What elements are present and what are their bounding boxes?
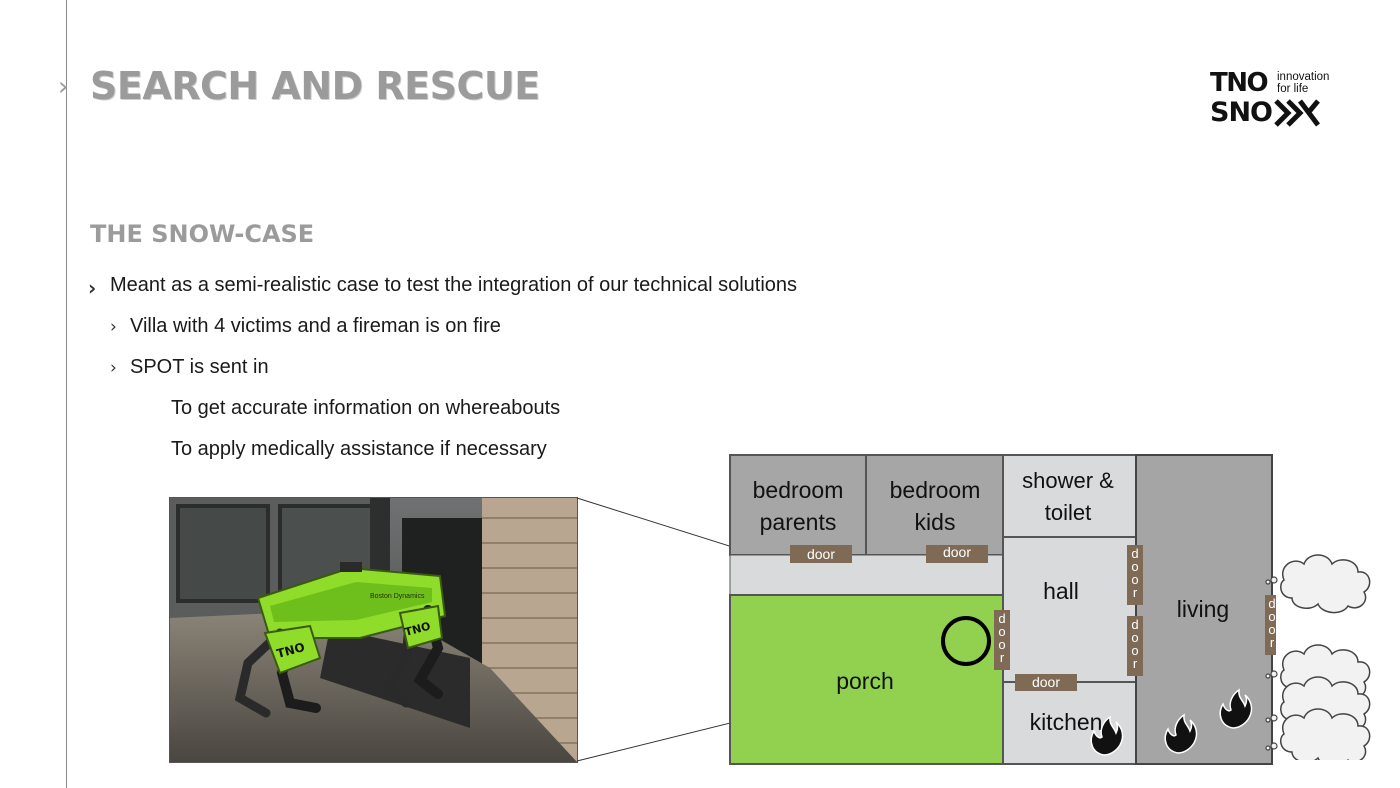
room-hall — [1002, 536, 1137, 683]
label-porch: porch — [836, 668, 894, 694]
logo-tagline: innovation for life — [1277, 71, 1347, 95]
bullet-level3-a: To get accurate information on whereabou… — [171, 397, 561, 419]
door-hall-living-bottom: d o o r — [1127, 616, 1143, 676]
robot-side-label: Boston Dynamics — [370, 593, 425, 600]
door-letter: d — [1268, 596, 1275, 611]
door-bedroom-parents — [790, 545, 852, 563]
label-kitchen: kitchen — [1030, 709, 1103, 735]
door-letter: o — [1131, 630, 1138, 645]
label-shower-1: shower & — [1022, 468, 1114, 493]
bullet-level1: Meant as a semi-realistic case to test t… — [110, 274, 798, 296]
label-bedroom-kids-2: kids — [915, 509, 956, 535]
room-bedroom-parents — [729, 454, 867, 556]
door-letter: o — [1268, 609, 1275, 624]
door-porch-hall: d o o r — [994, 610, 1010, 670]
door-letter: o — [1131, 572, 1138, 587]
door-letter: d — [1131, 546, 1138, 561]
label-bedroom-kids-1: bedroom — [890, 477, 981, 503]
logo-tagline-line1: innovation — [1277, 71, 1330, 83]
smoke-cloud-icon — [1279, 554, 1371, 614]
door-bedroom-kids — [926, 545, 988, 563]
door-label: door — [1032, 674, 1060, 690]
bullet-chevron-icon: › — [110, 317, 117, 337]
room-bedroom-kids — [865, 454, 1004, 556]
logo-tno-wordmark: TNO — [1210, 68, 1269, 98]
label-bedroom-parents-2: parents — [760, 509, 837, 535]
door-living-exterior: d o o r — [1265, 595, 1276, 655]
title-chevron-icon: › — [58, 72, 69, 102]
bullet-level2-a: Villa with 4 victims and a fireman is on… — [130, 315, 501, 337]
label-living: living — [1177, 596, 1229, 622]
door-letter: o — [1131, 559, 1138, 574]
bullet-level3-b: To apply medically assistance if necessa… — [171, 438, 547, 460]
door-letter: r — [1270, 635, 1275, 650]
bullet-chevron-icon: › — [88, 276, 97, 300]
fire-icon — [1219, 688, 1253, 729]
smoke-clouds — [1265, 554, 1371, 760]
door-letter: o — [998, 624, 1005, 639]
fire-icon — [1164, 713, 1198, 754]
door-label: door — [807, 546, 835, 562]
robot-photo: Boston Dynamics TNO TNO — [169, 497, 578, 763]
bullet-level2-b: SPOT is sent in — [130, 356, 269, 378]
door-letter: d — [1131, 617, 1138, 632]
logo-snowflake-icon — [1274, 99, 1320, 127]
door-letter: d — [998, 611, 1005, 626]
slide-subtitle: THE SNOW-CASE — [90, 220, 315, 248]
door-letter: o — [1268, 622, 1275, 637]
fire-icon — [1090, 715, 1124, 756]
door-kitchen — [1015, 674, 1077, 691]
door-letter: r — [1133, 585, 1138, 600]
door-letter: o — [1131, 643, 1138, 658]
room-porch — [729, 594, 1004, 765]
logo-snow-wordmark: SNO — [1210, 98, 1320, 128]
logo-tagline-line2: for life — [1277, 83, 1309, 95]
label-hall: hall — [1043, 578, 1079, 604]
door-letter: o — [998, 637, 1005, 652]
logo: TNO innovation for life SNO — [1210, 68, 1340, 130]
door-letter: r — [1000, 650, 1005, 665]
robot-position-marker — [941, 616, 991, 666]
slide-title: SEARCH AND RESCUE — [90, 64, 540, 108]
slide-left-rule — [66, 0, 67, 788]
label-shower-2: toilet — [1045, 500, 1091, 525]
logo-sno-text: SNO — [1210, 97, 1273, 128]
floor-plan: door door door d o o r d o o r d o o r d… — [729, 454, 1276, 765]
room-shower-toilet — [1002, 454, 1137, 538]
door-letter: r — [1133, 656, 1138, 671]
smoke-cloud-icon — [1279, 708, 1371, 760]
door-label: door — [943, 544, 971, 560]
bullet-chevron-icon: › — [110, 358, 117, 378]
door-hall-living-top: d o o r — [1127, 545, 1143, 605]
label-bedroom-parents-1: bedroom — [753, 477, 844, 503]
